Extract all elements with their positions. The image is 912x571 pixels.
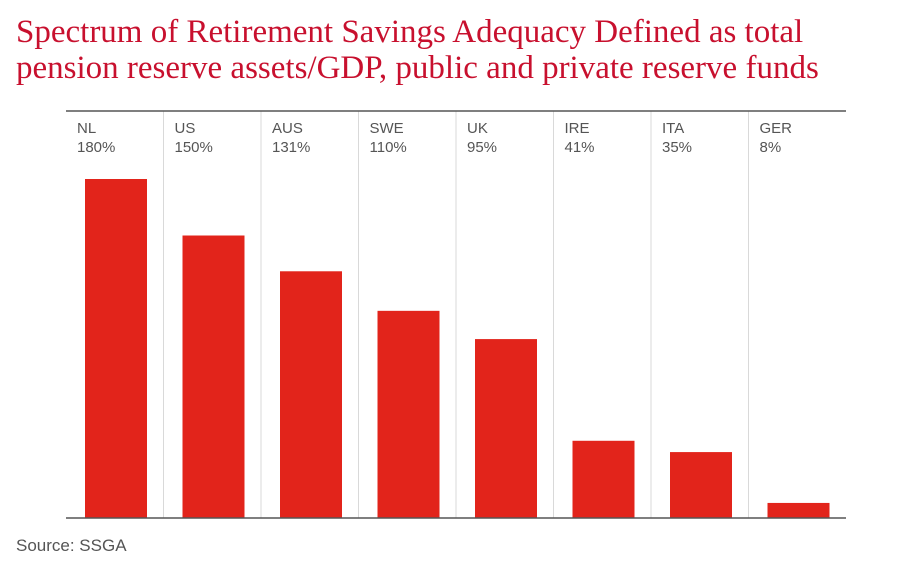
category-label: UK	[467, 120, 488, 137]
value-label: 150%	[175, 139, 213, 156]
category-label: IRE	[565, 120, 590, 137]
category-label: US	[175, 120, 196, 137]
bar-ger	[767, 502, 830, 518]
bars	[85, 179, 830, 518]
source-note: Source: SSGA	[16, 536, 127, 555]
bar-uk	[475, 339, 537, 518]
chart-title-line-1: Spectrum of Retirement Savings Adequacy …	[16, 14, 804, 50]
category-label: AUS	[272, 120, 303, 137]
gridlines	[163, 111, 749, 518]
value-label: 8%	[760, 139, 782, 156]
category-label: SWE	[370, 120, 404, 137]
value-label: 35%	[662, 139, 692, 156]
category-label: ITA	[662, 120, 684, 137]
category-label: NL	[77, 120, 96, 137]
bar-us	[182, 235, 245, 518]
value-label: 41%	[565, 139, 595, 156]
chart-title: Spectrum of Retirement Savings Adequacy …	[16, 14, 896, 86]
bar-nl	[85, 179, 147, 518]
bar-ire	[572, 440, 635, 518]
value-label: 110%	[370, 139, 407, 156]
chart-title-line-2: pension reserve assets/GDP, public and p…	[16, 50, 819, 86]
category-labels: NL 180% US 150% AUS 131% SWE 110% UK 95% IRE 41% ITA…	[77, 120, 792, 156]
value-label: 180%	[77, 139, 115, 156]
bar-aus	[280, 271, 342, 518]
value-label: 131%	[272, 139, 310, 156]
value-label: 95%	[467, 139, 497, 156]
bar-swe	[377, 310, 440, 518]
bar-ita	[670, 452, 732, 518]
category-label: GER	[760, 120, 793, 137]
